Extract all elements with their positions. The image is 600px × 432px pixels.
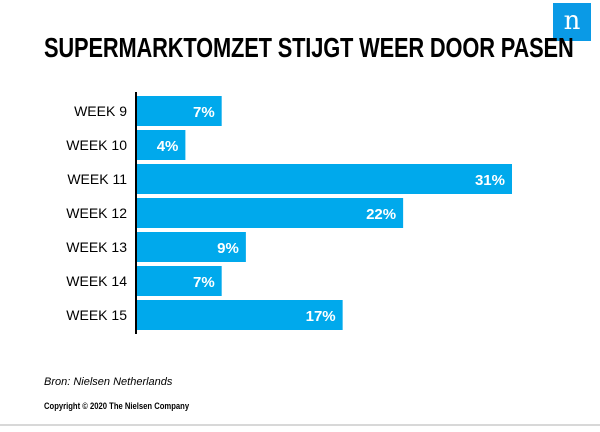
- value-label: 7%: [193, 104, 215, 121]
- bottom-divider: [0, 424, 600, 426]
- category-label: WEEK 15: [66, 307, 127, 323]
- copyright-note: Copyright © 2020 The Nielsen Company: [44, 401, 190, 411]
- bar-week-12: [137, 198, 404, 228]
- bar-week-9: [137, 96, 222, 126]
- category-label: WEEK 10: [66, 137, 127, 153]
- value-label: 9%: [217, 240, 239, 257]
- value-label: 17%: [306, 308, 336, 325]
- bar-week-15: [137, 300, 343, 330]
- bar-week-10: [137, 130, 186, 160]
- bars-group: [137, 96, 512, 330]
- value-label: 7%: [193, 274, 215, 291]
- value-label: 22%: [366, 206, 396, 223]
- value-labels: 7%4%31%22%9%7%17%: [157, 104, 505, 325]
- bar-week-11: [137, 164, 512, 194]
- category-label: WEEK 14: [66, 273, 127, 289]
- source-note: Bron: Nielsen Netherlands: [44, 376, 173, 388]
- value-label: 31%: [475, 172, 505, 189]
- chart-title: SUPERMARKTOMZET STIJGT WEER DOOR PASEN: [44, 32, 574, 63]
- bar-week-14: [137, 266, 222, 296]
- category-labels: WEEK 9 WEEK 10 WEEK 11 WEEK 12 WEEK 13 WEEK 1…: [66, 103, 127, 323]
- category-label: WEEK 13: [66, 239, 127, 255]
- nielsen-logo-icon: n: [553, 3, 591, 41]
- bar-week-13: [137, 232, 246, 262]
- category-label: WEEK 11: [67, 171, 127, 187]
- category-label: WEEK 12: [66, 205, 127, 221]
- category-label: WEEK 9: [74, 103, 127, 119]
- value-label: 4%: [157, 138, 179, 155]
